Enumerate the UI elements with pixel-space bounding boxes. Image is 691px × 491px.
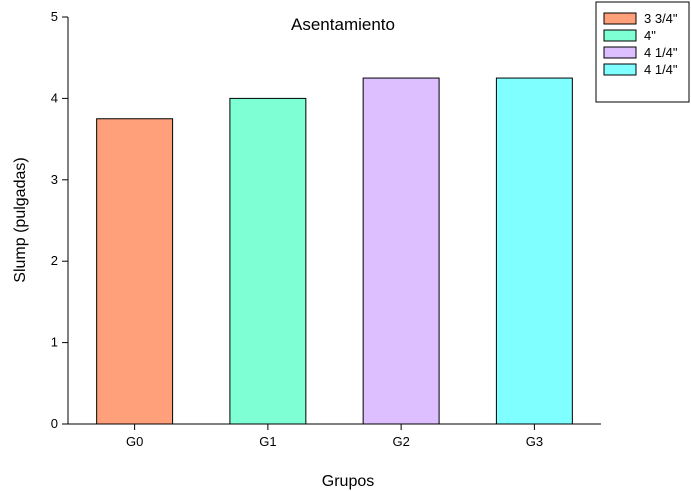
- bar-g2: [362, 77, 440, 425]
- legend-swatch: [603, 12, 637, 25]
- bar-g1: [229, 97, 307, 425]
- legend-label: 4 1/4": [644, 45, 678, 60]
- x-axis: G0 G1 G2 G3: [68, 423, 601, 449]
- bar-g3: [495, 77, 573, 425]
- y-tick-label: 3: [51, 172, 58, 187]
- y-tick-label: 5: [51, 9, 58, 24]
- x-tick-label: G0: [126, 434, 143, 449]
- y-tick-label: 1: [51, 335, 58, 350]
- x-axis-title: Grupos: [322, 473, 374, 490]
- bar-g0: [96, 118, 174, 425]
- legend-swatch: [603, 63, 637, 76]
- legend-label: 4": [644, 28, 656, 43]
- y-tick-label: 0: [51, 416, 58, 431]
- chart-title: Asentamiento: [291, 15, 395, 34]
- y-axis: 0 1 2 3 4 5: [51, 9, 69, 431]
- legend-label: 3 3/4": [644, 11, 678, 26]
- legend-label: 4 1/4": [644, 62, 678, 77]
- y-tick-label: 2: [51, 253, 58, 268]
- x-tick-label: G3: [526, 434, 543, 449]
- y-tick-label: 4: [51, 90, 58, 105]
- legend-swatch: [603, 29, 637, 42]
- y-axis-title: Slump (pulgadas): [12, 157, 29, 282]
- x-tick-label: G2: [392, 434, 409, 449]
- bars-group: [96, 77, 573, 425]
- legend-swatch: [603, 46, 637, 59]
- legend: 3 3/4" 4" 4 1/4" 4 1/4": [595, 1, 690, 103]
- x-tick-label: G1: [259, 434, 276, 449]
